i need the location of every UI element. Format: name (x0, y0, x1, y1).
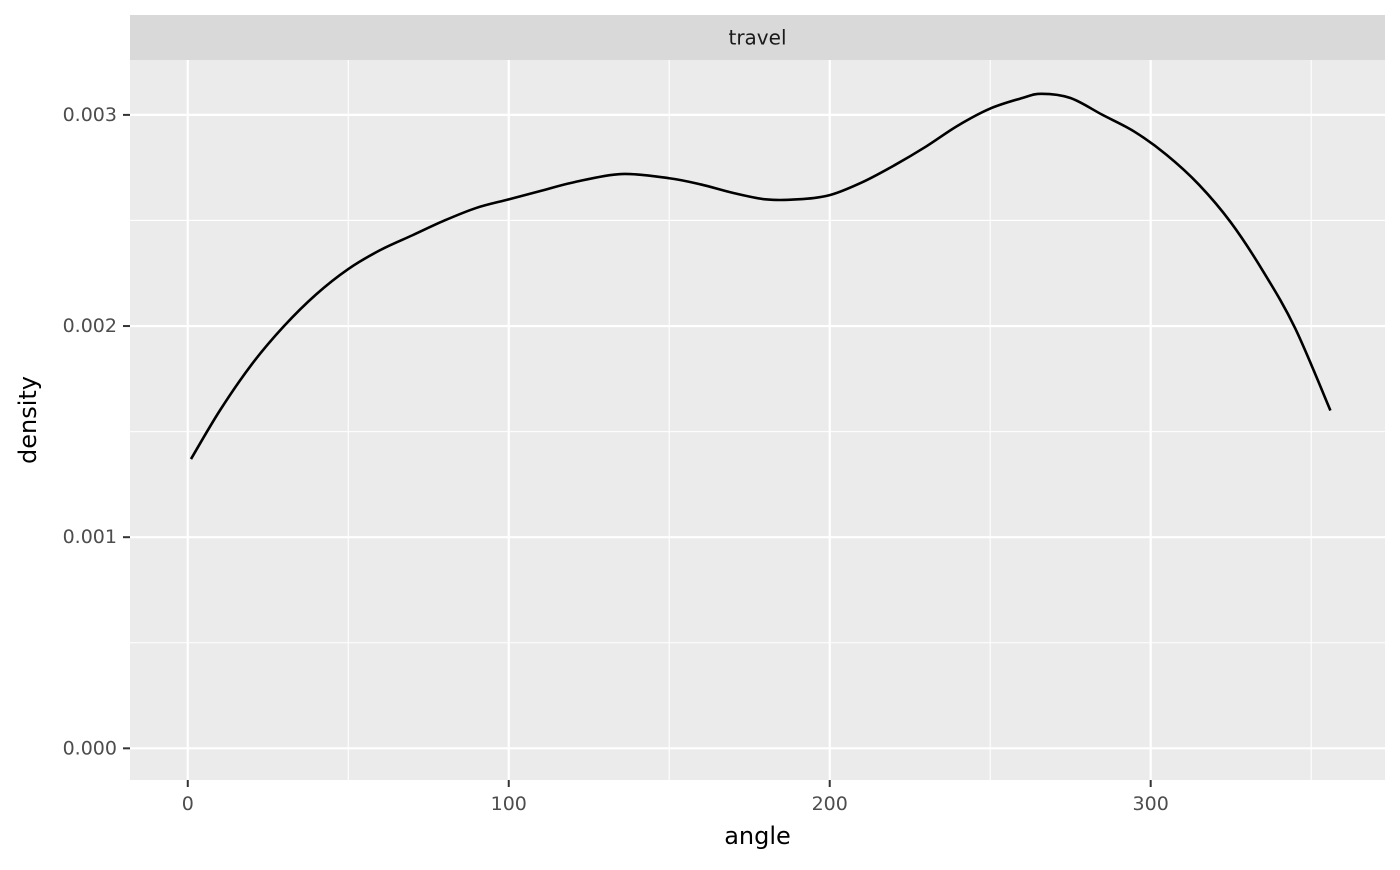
y-tick-label: 0.003 (63, 104, 117, 126)
facet-strip (130, 15, 1385, 60)
y-tick-label: 0.001 (63, 526, 117, 548)
minor-gridlines (130, 60, 1385, 780)
x-tick-label: 0 (182, 793, 194, 815)
y-tick-label: 0.002 (63, 315, 117, 337)
x-axis-title: angle (724, 822, 791, 850)
plot-panel (130, 60, 1385, 780)
major-gridlines (130, 60, 1385, 780)
x-tick-label: 100 (491, 793, 527, 815)
y-tick-label: 0.000 (63, 737, 117, 759)
density-curve (189, 92, 1332, 460)
y-axis: 0.000 0.001 0.002 0.003 (63, 104, 130, 759)
facet-label: travel (728, 26, 786, 50)
x-tick-label: 200 (812, 793, 848, 815)
x-tick-label: 300 (1133, 793, 1169, 815)
x-axis: 0 100 200 300 (182, 780, 1169, 815)
y-axis-title: density (14, 376, 42, 464)
